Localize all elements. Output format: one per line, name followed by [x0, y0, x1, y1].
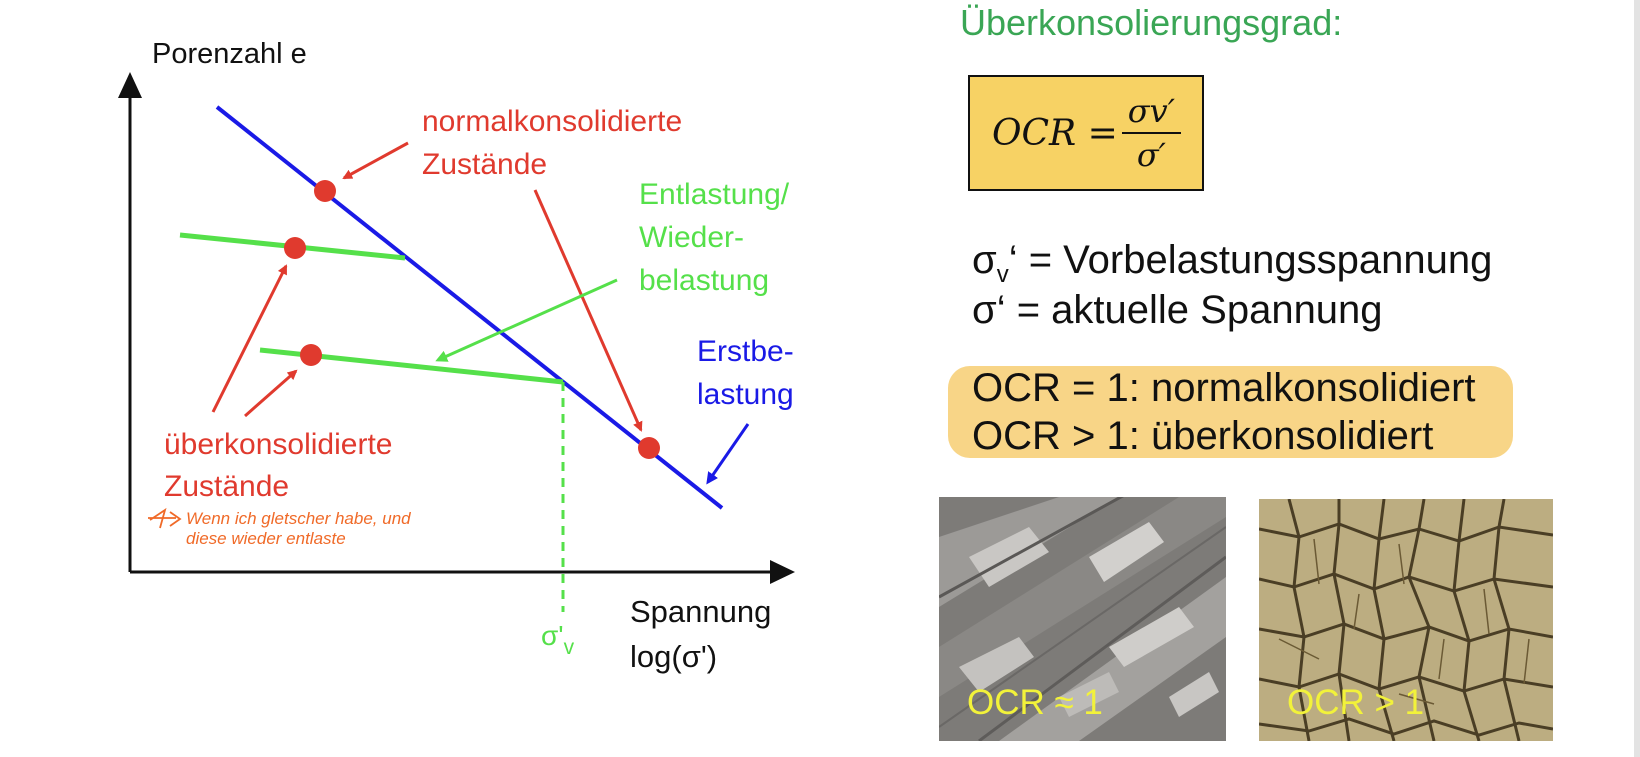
arrow-first-loading [706, 423, 750, 485]
photo-layered-mud [939, 497, 1226, 741]
arrow-unloading [435, 278, 618, 362]
point-oc-lower [300, 344, 322, 366]
label-first-loading-1: Erstbe- [697, 335, 794, 368]
x-axis-label-line1: Spannung [630, 594, 771, 629]
label-normally-consolidated-2: Zustände [422, 148, 547, 181]
y-axis-arrowhead [118, 72, 142, 98]
label-unloading-3: belastung [639, 264, 769, 297]
photo2-caption: OCR > 1 [1287, 683, 1425, 722]
x-axis-arrowhead [770, 560, 795, 584]
right-edge-strip [1634, 0, 1640, 757]
ocr-highlight [948, 366, 1513, 458]
arrow-nc-lower [533, 189, 643, 432]
arrow-oc-upper [211, 264, 288, 413]
label-overconsolidated-2: Zustände [164, 470, 289, 503]
point-nc-lower [638, 437, 660, 459]
photo-cracked-mud [1259, 499, 1553, 741]
formula-lhs: OCR = [992, 112, 1118, 154]
handwritten-note-line2: diese wieder entlaste [186, 529, 346, 548]
formula-numerator: σv′ [1121, 92, 1181, 134]
label-normally-consolidated-1: normalkonsolidierte [422, 105, 682, 138]
photo1-caption: OCR ≈ 1 [967, 683, 1103, 722]
handwritten-note-line1: Wenn ich gletscher habe, und [186, 509, 411, 528]
ocr-case-over: OCR > 1: überkonsolidiert [972, 414, 1434, 458]
label-unloading-2: Wieder- [639, 221, 744, 254]
label-first-loading-2: lastung [697, 378, 794, 411]
arrow-nc-upper [342, 141, 409, 180]
handwritten-arrow-icon [148, 507, 182, 529]
ocr-case-normal: OCR = 1: normalkonsolidiert [972, 366, 1476, 410]
arrow-oc-lower [244, 369, 298, 418]
photo-ocr-approx-1: OCR ≈ 1 [939, 497, 1226, 741]
x-axis-label-line2: log(σ') [630, 639, 717, 674]
point-oc-upper [284, 237, 306, 259]
first-loading-line [215, 105, 724, 510]
consolidation-diagram: Porenzahl e Spannung log(σ') normalkonso… [118, 38, 795, 674]
ocr-formula-box: OCR = σv′ σ′ [968, 75, 1204, 191]
formula-denominator: σ′ [1136, 136, 1166, 174]
definition-current-stress: σ‘ = aktuelle Spannung [972, 288, 1383, 332]
label-unloading-1: Entlastung/ [639, 178, 790, 211]
sigma-v-label: σ'v [541, 620, 575, 659]
formula-fraction: σv′ σ′ [1121, 92, 1181, 174]
ocr-title: Überkonsolierungsgrad: [960, 2, 1343, 43]
y-axis-label: Porenzahl e [152, 38, 307, 70]
definition-preconsolidation-stress: σv‘ = Vorbelastungsspannung [972, 238, 1493, 288]
label-overconsolidated-1: überkonsolidierte [164, 428, 392, 461]
photo-ocr-greater-1: OCR > 1 [1259, 499, 1553, 741]
point-nc-upper [314, 180, 336, 202]
